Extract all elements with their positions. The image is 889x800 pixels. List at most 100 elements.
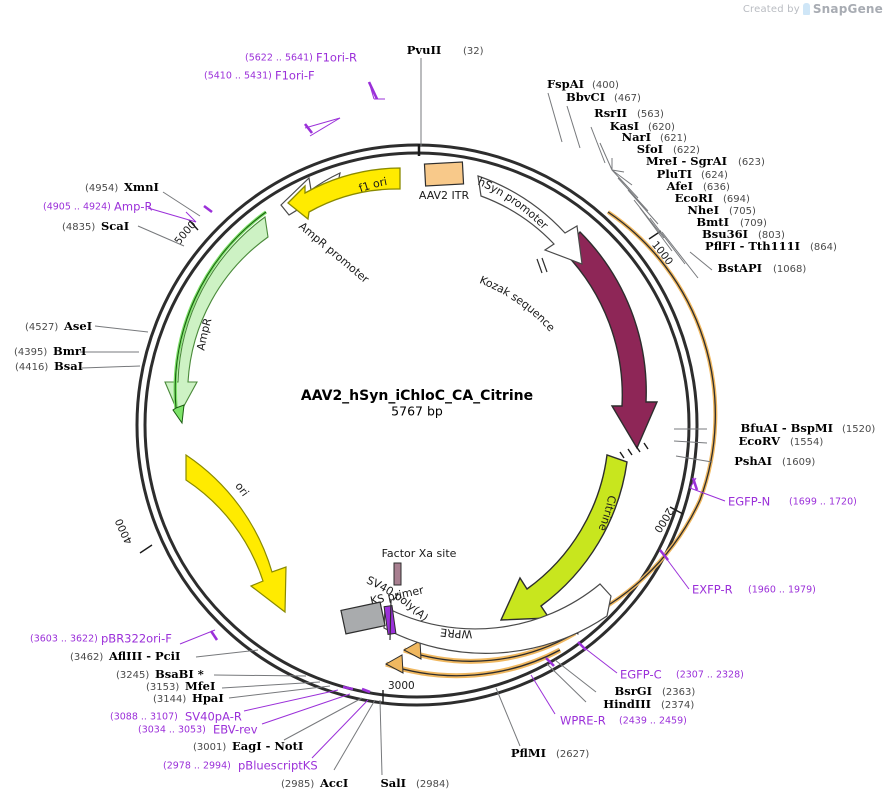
enzyme-label-sfoi: SfoI (622) [637,142,700,156]
enz-name-sali: SalI [380,776,406,790]
enzyme-label-bmti: BmtI (709) [696,215,767,229]
enz-pos-sfoi: (622) [673,145,700,156]
enz-name-bsabi: BsaBI * [155,667,204,681]
enz-name-mrei-sgrai: MreI - SgrAI [646,154,727,168]
enz-pos-acci: (2985) [281,779,314,790]
prim-pos-sv40pa-r: (3088 .. 3107) [110,712,178,723]
enzyme-label-asei: (4527) AseI [25,319,92,333]
enzyme-label-hpai: (3144) HpaI [153,691,224,705]
primer-label-pbluescriptks: (2978 .. 2994) pBluescriptKS [163,759,318,773]
enz-pos-asei: (4527) [25,322,58,333]
tick-label-4000: 4000 [113,517,135,546]
primer-label-exfp-r: EXFP-R (1960 .. 1979) [692,583,816,597]
feature-kozak-mark[interactable] [536,257,548,274]
enz-name-bmri: BmrI [53,344,86,358]
enz-name-pluti: PluTI [657,167,692,181]
primer-label-pbr322ori-f: (3603 .. 3622) pBR322ori-F [30,632,172,646]
enz-pos-bsu36i: (803) [758,230,785,241]
enzyme-label-pflfi-tth111i: PflFI - Tth111I (864) [705,239,837,253]
feature-sv40-polya[interactable] [340,601,386,635]
feature-aav2-itr[interactable] [423,161,465,187]
enz-pos-hpai: (3144) [153,694,186,705]
plasmid-backbone [135,143,699,707]
prim-pos-ebv-rev: (3034 .. 3053) [138,725,206,736]
enz-pos-mfei: (3153) [146,682,179,693]
enzyme-label-afliii-pcii: (3462) AflIII - PciI [70,649,180,663]
enzyme-label-acci: (2985) AccI [281,776,348,790]
enz-name-afliii-pcii: AflIII - PciI [108,649,180,663]
chr2-end-hatch [619,442,649,459]
enzyme-label-pshai: PshAI (1609) [734,454,815,468]
prim-name-ebv-rev: EBV-rev [213,723,258,737]
enz-pos-bsrgi: (2363) [662,687,695,698]
prim-pos-egfp-c: (2307 .. 2328) [676,670,744,681]
enz-pos-bsai: (4416) [15,362,48,373]
feature-wpre[interactable]: WPRE [383,583,612,654]
enzyme-label-xmni: (4954) XmnI [85,180,159,194]
enzyme-label-nari: NarI (621) [622,130,687,144]
feature-ks-primer[interactable] [383,599,397,641]
enz-name-nhei: NheI [687,203,719,217]
enzyme-label-fspai: FspAI (400) [547,77,619,91]
snapgene-logo-icon [802,3,810,15]
enz-name-bsai: BsaI [54,359,83,373]
tick-2000-mark [669,506,684,515]
enzyme-label-bsrgi: BsrGI (2363) [615,684,696,698]
enz-pos-pluti: (624) [701,170,728,181]
enzyme-label-kasi: KasI (620) [610,119,675,133]
enz-name-ecori: EcoRI [675,191,713,205]
tick-4000-mark [139,544,153,554]
ampr-highlight-arrowhead [172,404,185,425]
enz-name-bstapi: BstAPI [718,261,762,275]
enz-name-bsrgi: BsrGI [615,684,652,698]
primer-label-egfp-n: EGFP-N (1699 .. 1720) [728,495,857,509]
feature-label-ampr-promoter: AmpR promoter [296,220,372,286]
prim-pos-amp-r: (4905 .. 4924) [43,202,111,213]
feature-factor-xa[interactable] [393,562,402,586]
feature-label-factor-xa: Factor Xa site [382,547,457,560]
enz-pos-kasi: (620) [648,122,675,133]
enz-pos-fspai: (400) [592,80,619,91]
enzyme-label-pflmi: PflMI (2627) [511,746,589,760]
primer-label-egfp-c: EGFP-C (2307 .. 2328) [620,668,744,682]
enz-name-sfoi: SfoI [637,142,663,156]
enzyme-label-bsabi: (3245) BsaBI * [116,667,204,681]
enz-name-hindiii: HindIII [603,697,651,711]
prim-pos-pbr322ori-f: (3603 .. 3622) [30,634,98,645]
snapgene-watermark: Created by SnapGene [743,2,883,16]
prim-pos-egfp-n: (1699 .. 1720) [789,497,857,508]
feature-label-wpre: WPRE [439,625,472,640]
enz-name-afei: AfeI [666,179,693,193]
enz-pos-bsabi: (3245) [116,670,149,681]
enzyme-label-bstapi: BstAPI (1068) [718,261,807,275]
primer-label-f1ori-f: (5410 .. 5431) F1ori-F [204,69,315,83]
prim-name-pbluescriptks: pBluescriptKS [238,759,318,773]
prim-name-wpre-r: WPRE-R [560,714,606,728]
feature-ampr[interactable]: AmpR [164,216,269,417]
enzyme-label-bsu36i: Bsu36I (803) [702,227,785,241]
watermark-brand: SnapGene [812,2,883,16]
enz-name-pflmi: PflMI [511,746,546,760]
enz-pos-pflfi-tth111i: (864) [810,242,837,253]
enz-name-hpai: HpaI [192,691,224,705]
enz-pos-nhei: (705) [729,206,756,217]
enz-name-bbvci: BbvCI [566,90,605,104]
enz-pos-pshai: (1609) [782,457,815,468]
tick-5000-mark [188,219,199,231]
enz-name-rsrii: RsrII [594,106,627,120]
prim-name-pbr322ori-f: pBR322ori-F [101,632,172,646]
prim-pos-pbluescriptks: (2978 .. 2994) [163,761,231,772]
primer-ticks [203,81,699,694]
enz-pos-afliii-pcii: (3462) [70,652,103,663]
enz-pos-eagi-noti: (3001) [193,742,226,753]
watermark-prefix: Created by [742,3,800,15]
enz-pos-hindiii: (2374) [661,700,694,711]
prim-name-f1ori-r: F1ori-R [316,51,357,65]
feature-f1-ori[interactable]: f1 ori [287,160,401,221]
primer-label-ebv-rev: (3034 .. 3053) EBV-rev [138,723,258,737]
enz-pos-bmti: (709) [740,218,767,229]
enz-name-fspai: FspAI [547,77,584,91]
enz-name-bmti: BmtI [696,215,729,229]
enz-name-bsu36i: Bsu36I [702,227,748,241]
